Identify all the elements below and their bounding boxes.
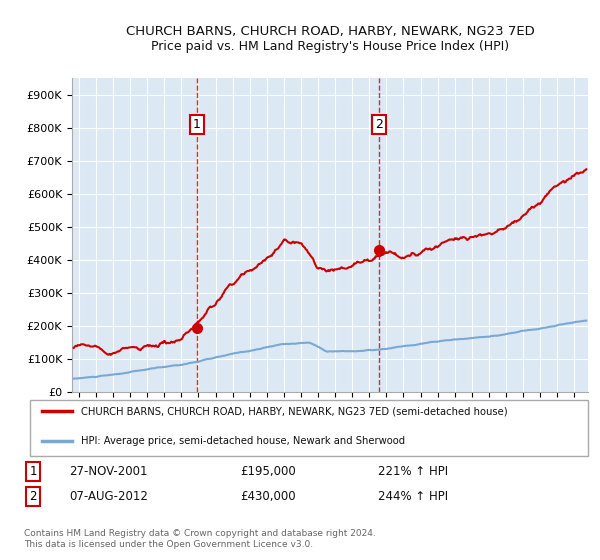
- Text: CHURCH BARNS, CHURCH ROAD, HARBY, NEWARK, NG23 7ED: CHURCH BARNS, CHURCH ROAD, HARBY, NEWARK…: [125, 25, 535, 38]
- Text: £430,000: £430,000: [240, 490, 296, 503]
- Text: 2: 2: [29, 490, 37, 503]
- Text: CHURCH BARNS, CHURCH ROAD, HARBY, NEWARK, NG23 7ED (semi-detached house): CHURCH BARNS, CHURCH ROAD, HARBY, NEWARK…: [81, 406, 508, 416]
- Text: Price paid vs. HM Land Registry's House Price Index (HPI): Price paid vs. HM Land Registry's House …: [151, 40, 509, 53]
- Text: 2: 2: [375, 118, 383, 131]
- Text: 1: 1: [193, 118, 200, 131]
- Text: 221% ↑ HPI: 221% ↑ HPI: [378, 465, 448, 478]
- Text: 27-NOV-2001: 27-NOV-2001: [69, 465, 148, 478]
- Text: Contains HM Land Registry data © Crown copyright and database right 2024.
This d: Contains HM Land Registry data © Crown c…: [24, 529, 376, 549]
- Text: £195,000: £195,000: [240, 465, 296, 478]
- Text: 07-AUG-2012: 07-AUG-2012: [69, 490, 148, 503]
- Text: HPI: Average price, semi-detached house, Newark and Sherwood: HPI: Average price, semi-detached house,…: [81, 436, 405, 446]
- Text: 244% ↑ HPI: 244% ↑ HPI: [378, 490, 448, 503]
- Text: 1: 1: [29, 465, 37, 478]
